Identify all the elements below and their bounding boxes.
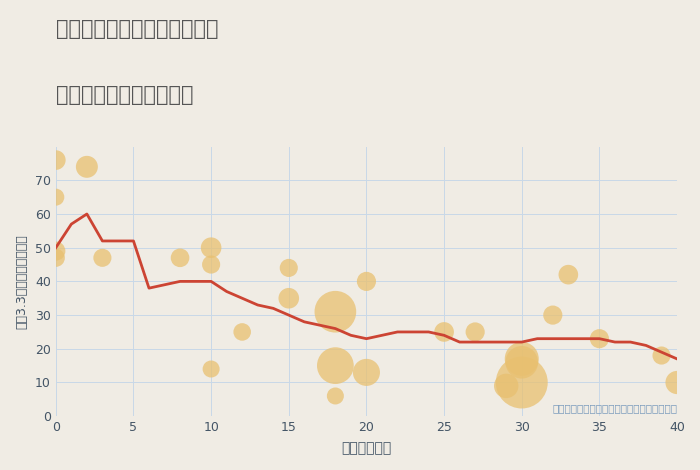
Point	[516, 379, 527, 386]
Point	[470, 328, 481, 336]
Y-axis label: 坪（3.3㎡）単価（万円）: 坪（3.3㎡）単価（万円）	[15, 234, 28, 329]
Point	[50, 254, 62, 262]
Point	[671, 379, 682, 386]
Point	[360, 368, 372, 376]
Point	[50, 193, 62, 201]
Point	[284, 264, 295, 272]
Point	[97, 254, 108, 262]
Text: 円の大きさは、取引のあった物件面積を示す: 円の大きさは、取引のあった物件面積を示す	[552, 404, 677, 414]
Point	[81, 163, 92, 171]
Point	[50, 157, 62, 164]
Point	[516, 359, 527, 366]
Point	[594, 335, 605, 343]
Text: 築年数別中古戸建て価格: 築年数別中古戸建て価格	[56, 85, 193, 105]
Point	[237, 328, 248, 336]
Point	[547, 311, 559, 319]
Text: 兵庫県たつの市揖保川町原の: 兵庫県たつの市揖保川町原の	[56, 19, 218, 39]
Point	[174, 254, 186, 262]
Point	[206, 244, 217, 251]
Point	[330, 308, 341, 315]
Point	[438, 328, 449, 336]
Point	[563, 271, 574, 278]
Point	[206, 261, 217, 268]
Point	[516, 355, 527, 363]
Point	[330, 362, 341, 369]
Point	[360, 278, 372, 285]
Point	[284, 295, 295, 302]
X-axis label: 築年数（年）: 築年数（年）	[342, 441, 391, 455]
Point	[330, 392, 341, 399]
Point	[500, 382, 512, 390]
Point	[656, 352, 667, 359]
Point	[206, 365, 217, 373]
Point	[50, 247, 62, 255]
